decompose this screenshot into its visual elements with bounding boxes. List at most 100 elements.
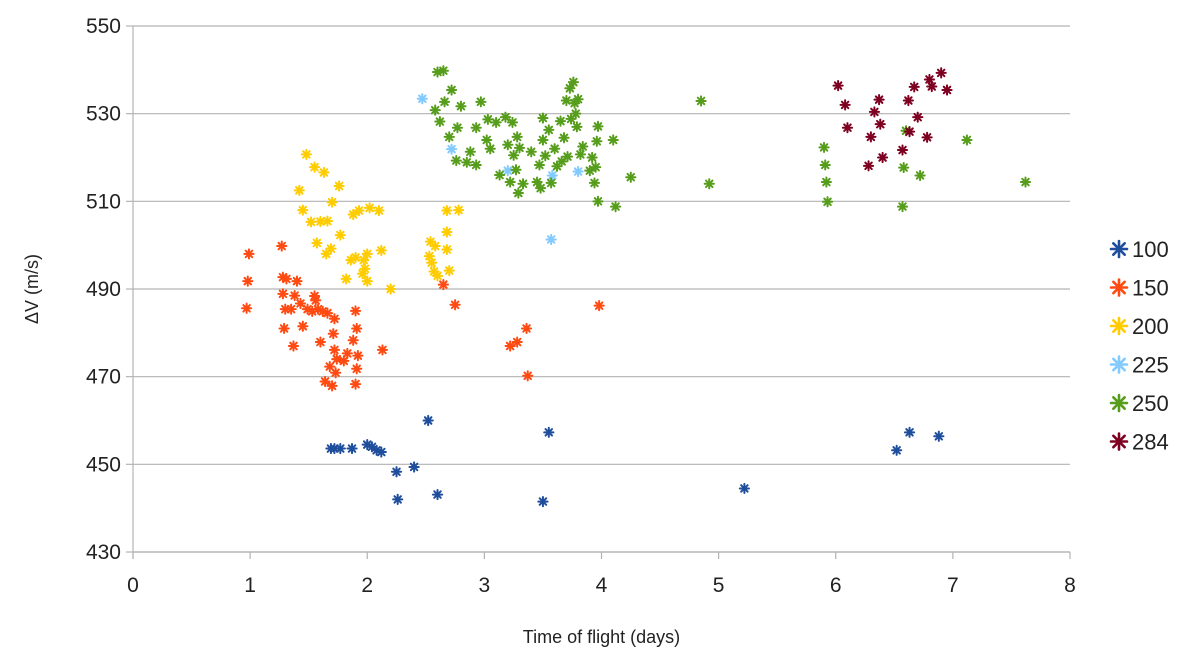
data-point xyxy=(494,169,506,181)
data-point xyxy=(341,347,353,360)
data-point xyxy=(591,135,603,147)
data-point xyxy=(511,336,523,348)
data-point xyxy=(903,126,916,138)
data-point xyxy=(534,182,547,194)
data-point xyxy=(326,196,338,208)
data-point xyxy=(482,113,494,125)
data-point xyxy=(340,273,352,285)
data-point xyxy=(572,93,584,105)
data-point xyxy=(522,370,534,382)
data-point xyxy=(376,344,389,356)
data-point xyxy=(586,151,598,164)
data-point xyxy=(517,178,529,190)
data-point xyxy=(877,151,889,164)
data-point xyxy=(470,122,482,134)
data-point xyxy=(321,307,334,319)
data-point xyxy=(300,148,312,161)
data-point xyxy=(334,442,346,455)
data-point xyxy=(525,146,537,158)
data-point xyxy=(361,248,373,260)
data-point xyxy=(349,251,362,264)
data-point xyxy=(961,134,973,146)
data-point xyxy=(441,226,453,238)
data-point xyxy=(839,99,851,111)
data-point xyxy=(912,111,924,123)
legend-marker xyxy=(1109,278,1129,297)
data-point xyxy=(392,493,404,505)
data-point xyxy=(408,461,420,473)
data-point xyxy=(445,84,458,96)
data-point xyxy=(902,94,914,107)
legend-label: 100 xyxy=(1132,237,1169,262)
data-point xyxy=(450,154,462,167)
data-point xyxy=(577,140,589,153)
data-point xyxy=(490,116,502,129)
data-point xyxy=(738,482,750,495)
data-point xyxy=(543,426,555,438)
data-point xyxy=(321,215,334,227)
data-point xyxy=(441,243,453,256)
data-point xyxy=(571,121,583,133)
legend-item-100: 100 xyxy=(1109,237,1169,262)
y-tick-label: 550 xyxy=(86,15,121,38)
data-point xyxy=(520,322,533,335)
legend-label: 200 xyxy=(1132,314,1169,339)
legend-marker xyxy=(1109,239,1129,259)
data-point xyxy=(352,350,364,362)
y-tick-label: 430 xyxy=(86,541,121,564)
legend-item-200: 200 xyxy=(1109,314,1169,339)
legend-item-150: 150 xyxy=(1109,276,1169,301)
data-point xyxy=(508,149,520,161)
data-point xyxy=(429,104,441,116)
data-point xyxy=(310,294,322,306)
data-point xyxy=(306,305,318,317)
data-point xyxy=(506,116,519,129)
data-point xyxy=(903,426,916,438)
x-tick-label: 3 xyxy=(479,574,491,597)
data-point xyxy=(574,148,587,161)
x-tick-label: 6 xyxy=(830,574,842,597)
series-100 xyxy=(325,414,945,508)
data-point xyxy=(328,313,341,325)
data-point xyxy=(592,195,604,207)
data-point xyxy=(896,144,909,156)
data-point xyxy=(429,240,441,252)
data-point xyxy=(291,275,303,287)
data-point xyxy=(862,160,875,172)
data-point xyxy=(625,171,637,183)
data-point xyxy=(511,131,523,143)
series-200 xyxy=(293,148,465,295)
data-point xyxy=(504,176,516,188)
data-point xyxy=(941,84,953,96)
data-point xyxy=(293,184,305,196)
data-point xyxy=(609,200,622,213)
y-axis-title: ΔV (m/s) xyxy=(22,254,42,324)
data-point xyxy=(438,96,451,108)
data-point xyxy=(470,159,482,171)
data-point xyxy=(422,414,434,427)
data-point xyxy=(502,139,514,151)
legend-label: 284 xyxy=(1132,430,1169,455)
data-point xyxy=(561,151,574,163)
data-point xyxy=(873,94,885,106)
data-point xyxy=(330,367,342,379)
data-point xyxy=(441,204,453,217)
data-point xyxy=(324,360,336,373)
data-point xyxy=(551,160,563,172)
data-point xyxy=(537,112,549,124)
data-point xyxy=(451,122,464,134)
y-tick-label: 470 xyxy=(86,366,121,389)
data-point xyxy=(592,120,604,132)
data-point xyxy=(865,131,877,143)
data-point xyxy=(375,446,387,458)
data-point xyxy=(449,299,461,311)
data-point xyxy=(327,328,339,340)
data-point xyxy=(607,134,619,146)
data-point xyxy=(276,240,288,252)
legend-marker xyxy=(1109,432,1129,451)
data-point xyxy=(570,108,582,120)
y-tick-label: 510 xyxy=(86,190,121,213)
data-point xyxy=(841,122,854,134)
data-point xyxy=(590,161,602,173)
data-point xyxy=(280,273,293,285)
